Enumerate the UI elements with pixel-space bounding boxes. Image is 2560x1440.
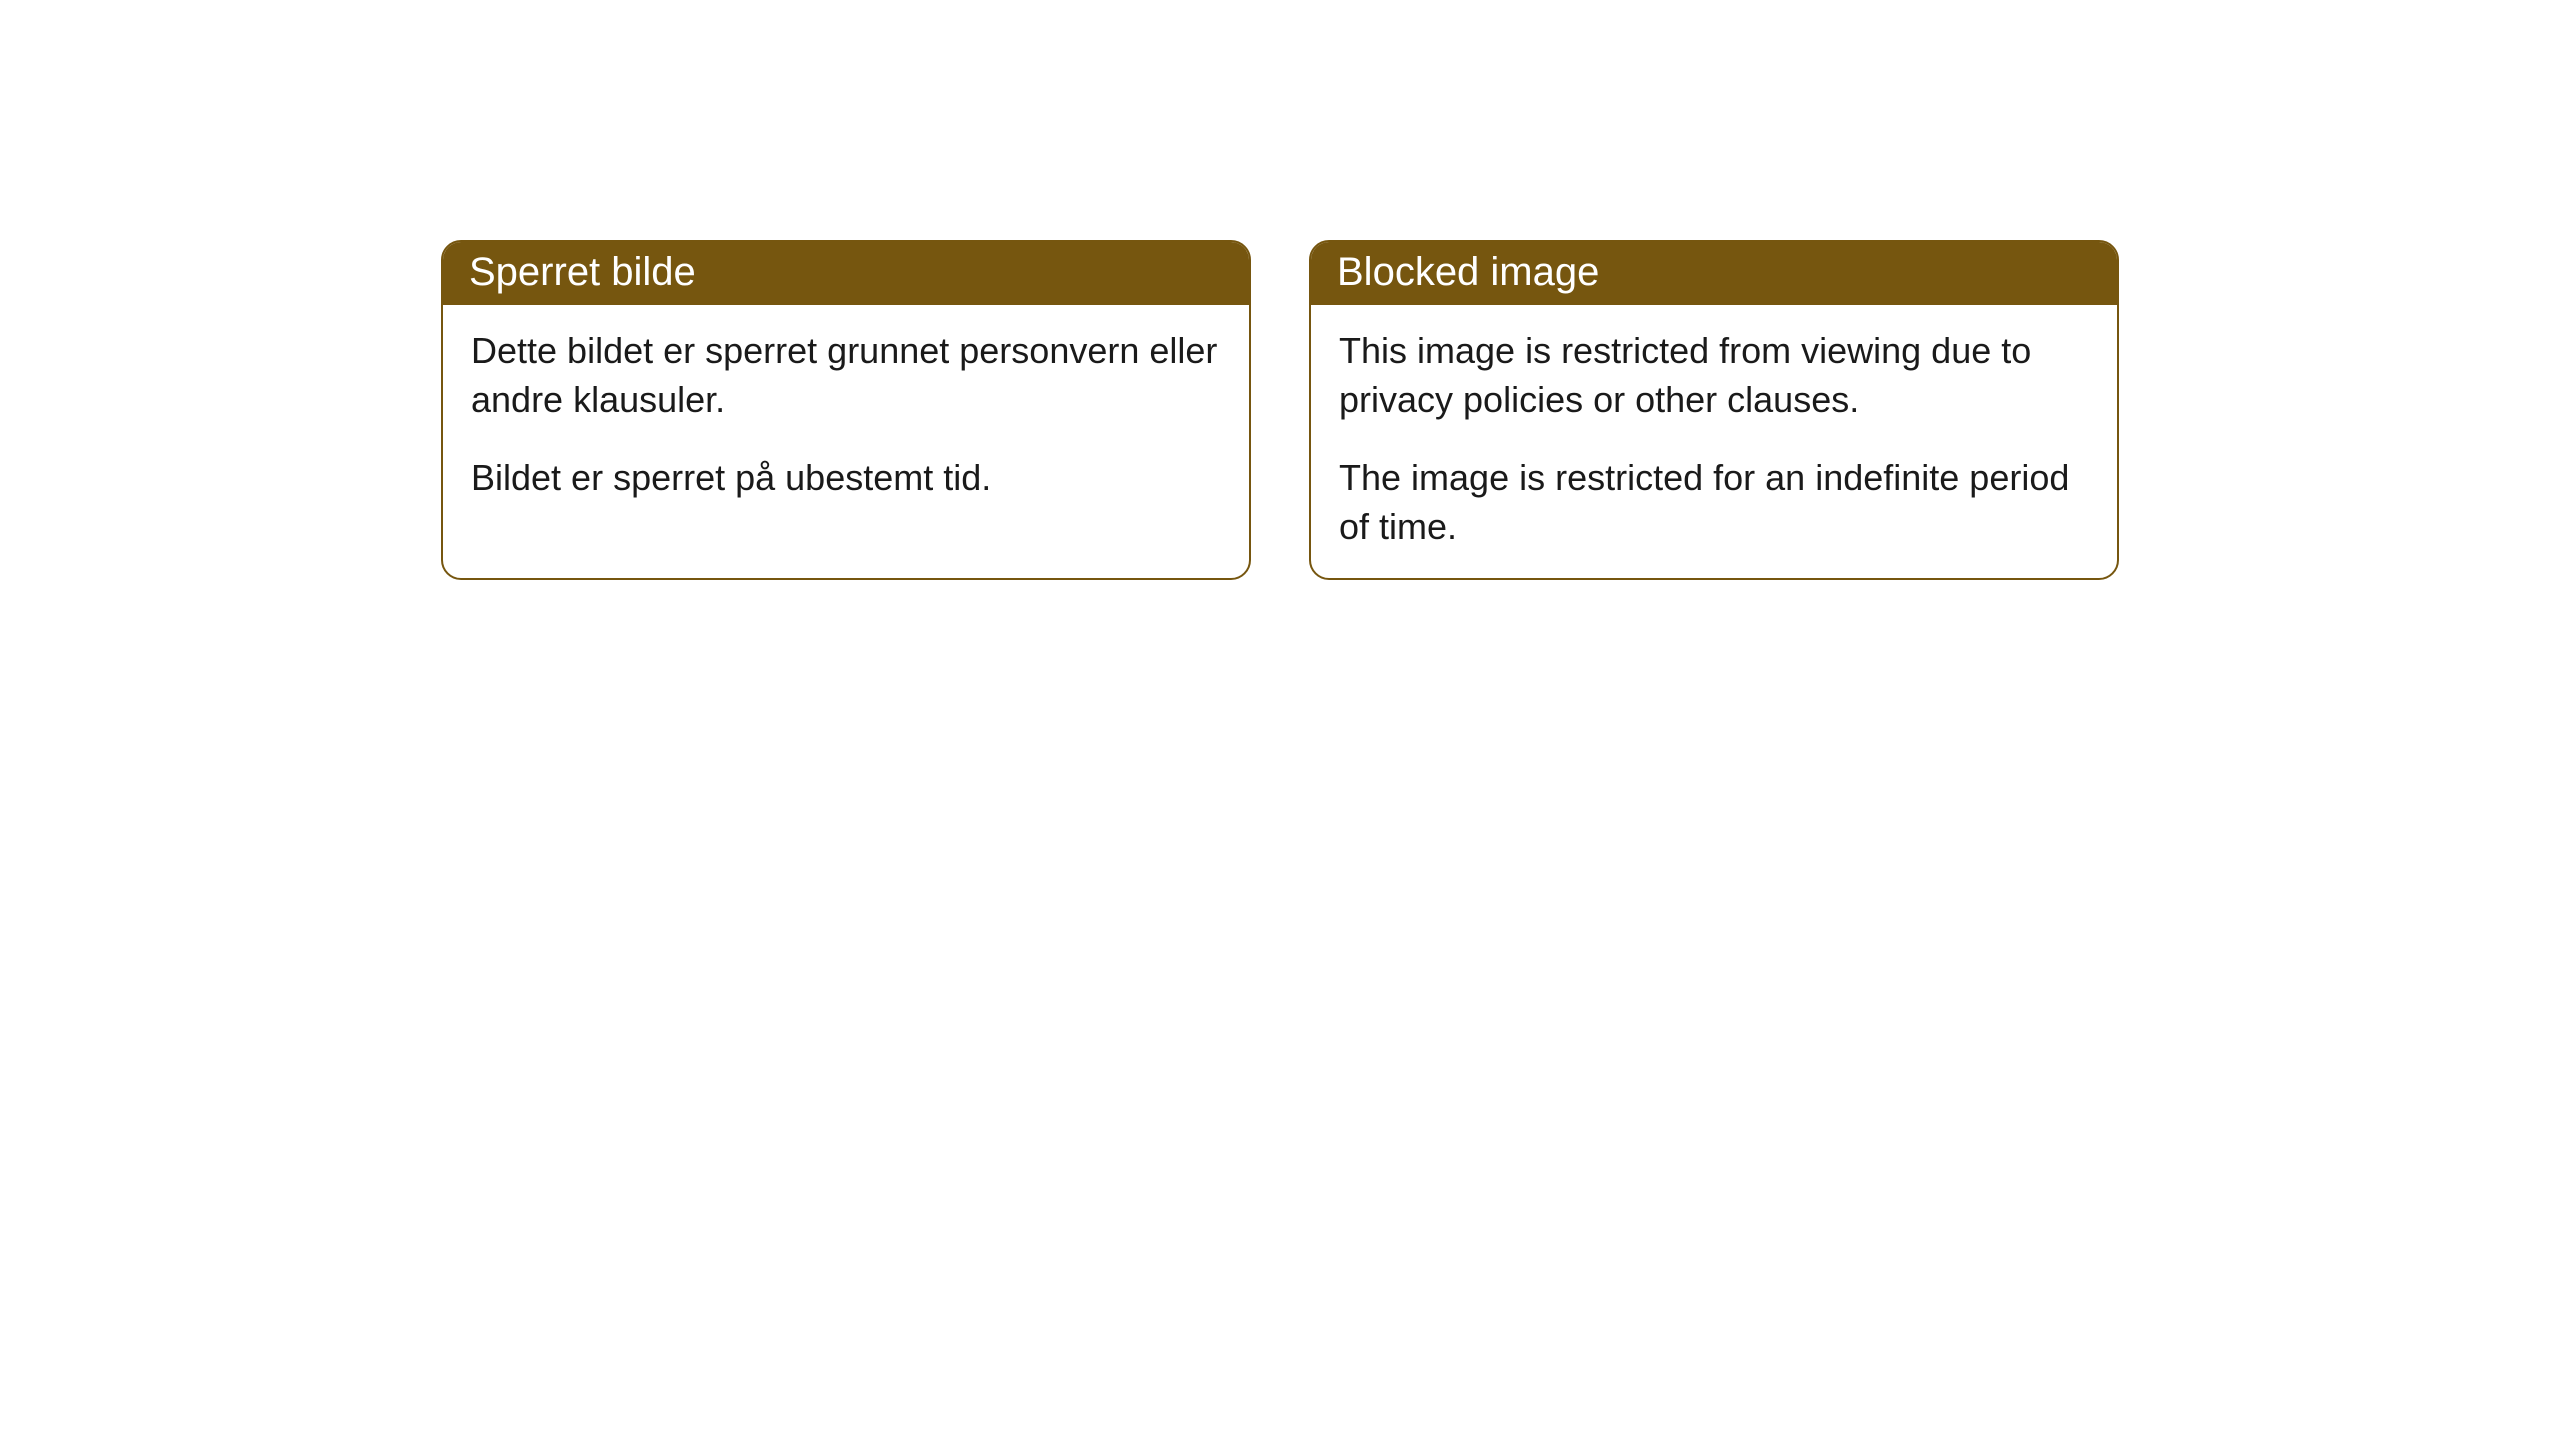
- card-body-en: This image is restricted from viewing du…: [1311, 305, 2117, 580]
- card-text-en-1: This image is restricted from viewing du…: [1339, 327, 2089, 424]
- card-title-no: Sperret bilde: [469, 250, 696, 294]
- card-text-en-2: The image is restricted for an indefinit…: [1339, 454, 2089, 551]
- card-header-en: Blocked image: [1311, 242, 2117, 305]
- blocked-image-card-no: Sperret bilde Dette bildet er sperret gr…: [441, 240, 1251, 580]
- card-header-no: Sperret bilde: [443, 242, 1249, 305]
- card-text-no-2: Bildet er sperret på ubestemt tid.: [471, 454, 1221, 503]
- cards-container: Sperret bilde Dette bildet er sperret gr…: [441, 240, 2119, 1440]
- card-title-en: Blocked image: [1337, 250, 1599, 294]
- blocked-image-card-en: Blocked image This image is restricted f…: [1309, 240, 2119, 580]
- card-text-no-1: Dette bildet er sperret grunnet personve…: [471, 327, 1221, 424]
- card-body-no: Dette bildet er sperret grunnet personve…: [443, 305, 1249, 541]
